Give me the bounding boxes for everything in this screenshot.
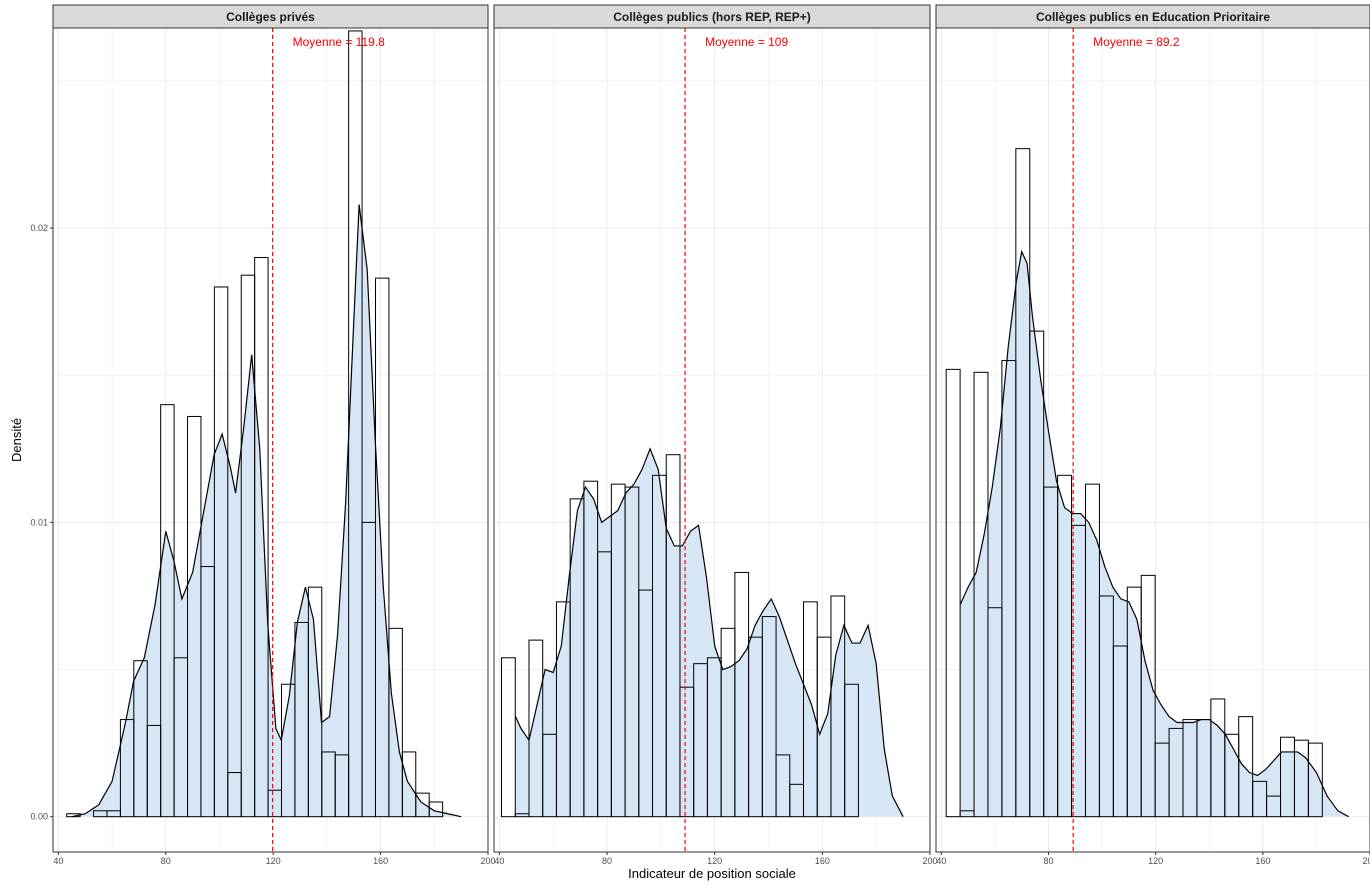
histogram-bar xyxy=(501,657,516,818)
histogram-bar xyxy=(973,371,989,818)
x-tick-label: 200 xyxy=(1362,856,1370,866)
histogram-bar xyxy=(528,639,544,818)
mean-label: Moyenne = 89.2 xyxy=(1093,35,1180,49)
histogram-bar xyxy=(945,368,961,818)
x-tick-label: 200 xyxy=(922,856,937,866)
facet-title: Collèges privés xyxy=(226,10,315,24)
x-tick-label: 200 xyxy=(480,856,495,866)
histogram-bar xyxy=(401,751,417,818)
x-tick-label: 80 xyxy=(161,856,171,866)
y-axis-title: Densité xyxy=(9,418,24,462)
panel-plot-area: Moyenne = 109 xyxy=(494,28,930,852)
facet-title: Collèges publics (hors REP, REP+) xyxy=(613,10,811,24)
x-tick-label: 80 xyxy=(1044,856,1054,866)
histogram-bar xyxy=(388,627,403,818)
density-line xyxy=(959,249,1349,818)
facet-panel: Moyenne = 109 Collèges publics (hors REP,… xyxy=(493,4,938,866)
density-area xyxy=(71,204,462,817)
density-line xyxy=(71,204,462,818)
y-tick-label: 0.01 xyxy=(30,517,48,527)
histogram-bar xyxy=(1238,716,1254,818)
density-line xyxy=(514,447,904,817)
density-area xyxy=(515,448,904,817)
facet-panel: Moyenne = 89.2 Collèges publics en Educat… xyxy=(935,4,1370,866)
y-tick-label: 0.00 xyxy=(30,812,48,822)
x-tick-label: 40 xyxy=(53,856,63,866)
facet-strip xyxy=(935,4,1370,29)
histogram-bar xyxy=(1140,574,1156,818)
histogram-bar xyxy=(374,277,390,818)
x-tick-label: 120 xyxy=(1148,856,1163,866)
facet-strip xyxy=(52,4,489,29)
histogram-bar xyxy=(428,801,444,818)
histogram-bar xyxy=(665,454,681,818)
histogram-bar xyxy=(213,286,229,818)
mean-label: Moyenne = 119.8 xyxy=(293,35,386,49)
x-tick-label: 120 xyxy=(707,856,722,866)
x-tick-label: 160 xyxy=(373,856,388,866)
x-tick-label: 120 xyxy=(266,856,281,866)
histogram-bar xyxy=(160,404,175,818)
facet-title: Collèges publics en Education Prioritair… xyxy=(1036,10,1270,24)
x-tick-label: 160 xyxy=(815,856,830,866)
panel-plot-area: Moyenne = 119.8 xyxy=(53,28,488,852)
x-tick-label: 40 xyxy=(494,856,504,866)
histogram-bar xyxy=(254,257,269,818)
x-tick-label: 80 xyxy=(602,856,612,866)
mean-label: Moyenne = 109 xyxy=(705,35,788,49)
histogram-bar xyxy=(307,586,323,818)
x-axis-title: Indicateur de position sociale xyxy=(628,866,796,881)
panel-plot-area: Moyenne = 89.2 xyxy=(936,28,1370,852)
y-tick-label: 0.02 xyxy=(30,223,48,233)
facet-panel: Moyenne = 119.8 Collèges privés 40 80 120 160… xyxy=(30,4,496,866)
histogram-bar xyxy=(1307,742,1323,818)
facet-strip xyxy=(493,4,931,29)
histogram-bar xyxy=(844,683,859,818)
panels-layer: Moyenne = 119.8 Collèges privés 40 80 120 160… xyxy=(30,4,1370,866)
x-tick-label: 40 xyxy=(936,856,946,866)
histogram-bar xyxy=(761,616,777,818)
x-tick-label: 160 xyxy=(1255,856,1270,866)
